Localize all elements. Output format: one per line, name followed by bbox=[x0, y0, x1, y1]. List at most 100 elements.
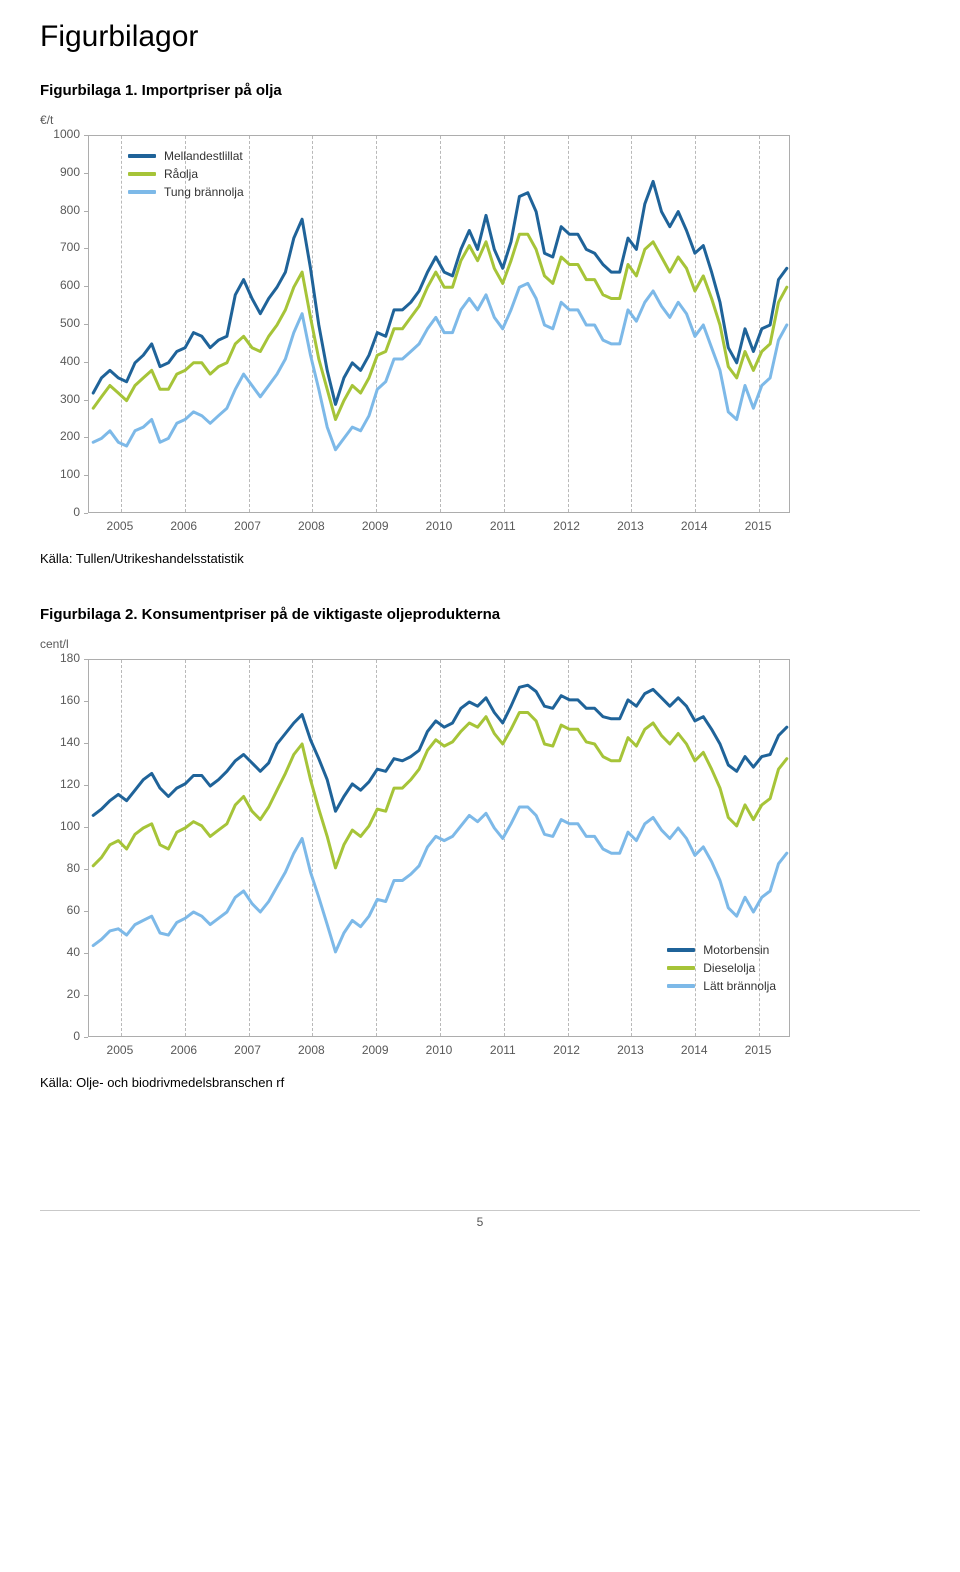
y-tick-label: 300 bbox=[40, 392, 80, 406]
y-tick bbox=[84, 286, 88, 287]
y-tick bbox=[84, 911, 88, 912]
figure1-chart: €/t 0 100 200 300 400 500 600 700 800 900 1000 2005 2… bbox=[40, 111, 800, 541]
legend-swatch bbox=[667, 966, 695, 970]
y-tick-label: 40 bbox=[40, 945, 80, 959]
y-tick bbox=[84, 248, 88, 249]
y-tick bbox=[84, 475, 88, 476]
legend: Motorbensin Dieselolja Lätt brännolja bbox=[667, 939, 776, 997]
x-tick-label: 2012 bbox=[543, 519, 591, 533]
y-tick-label: 20 bbox=[40, 987, 80, 1001]
legend-item: Råolja bbox=[128, 167, 244, 181]
x-tick-label: 2007 bbox=[224, 519, 272, 533]
legend-swatch bbox=[128, 154, 156, 158]
legend-item: Lätt brännolja bbox=[667, 979, 776, 993]
x-tick-label: 2014 bbox=[670, 1043, 718, 1057]
x-tick-label: 2006 bbox=[160, 1043, 208, 1057]
y-tick bbox=[84, 513, 88, 514]
y-tick bbox=[84, 701, 88, 702]
y-tick-label: 600 bbox=[40, 278, 80, 292]
series-line bbox=[93, 283, 787, 449]
y-tick bbox=[84, 135, 88, 136]
y-tick bbox=[84, 324, 88, 325]
y-tick-label: 80 bbox=[40, 861, 80, 875]
legend-label: Mellandestlillat bbox=[164, 149, 243, 163]
x-tick-label: 2009 bbox=[351, 1043, 399, 1057]
series-line bbox=[93, 685, 787, 815]
y-tick-label: 700 bbox=[40, 240, 80, 254]
y-tick bbox=[84, 362, 88, 363]
x-tick-label: 2009 bbox=[351, 519, 399, 533]
legend-label: Lätt brännolja bbox=[703, 979, 776, 993]
footer-divider bbox=[40, 1210, 920, 1211]
y-tick-label: 0 bbox=[40, 1029, 80, 1043]
x-tick-label: 2007 bbox=[224, 1043, 272, 1057]
legend-label: Tung brännolja bbox=[164, 185, 244, 199]
series-line bbox=[93, 181, 787, 404]
x-tick-label: 2005 bbox=[96, 519, 144, 533]
y-tick-label: 400 bbox=[40, 354, 80, 368]
y-tick-label: 800 bbox=[40, 203, 80, 217]
x-tick-label: 2012 bbox=[543, 1043, 591, 1057]
y-axis-unit: cent/l bbox=[40, 637, 86, 651]
legend-item: Motorbensin bbox=[667, 943, 776, 957]
x-tick-label: 2008 bbox=[287, 519, 335, 533]
figure2-heading: Figurbilaga 2. Konsumentpriser på de vik… bbox=[40, 606, 920, 623]
legend-item: Tung brännolja bbox=[128, 185, 244, 199]
y-tick-label: 200 bbox=[40, 429, 80, 443]
y-tick-label: 180 bbox=[40, 651, 80, 665]
y-tick-label: 60 bbox=[40, 903, 80, 917]
y-tick bbox=[84, 953, 88, 954]
y-tick bbox=[84, 743, 88, 744]
legend-swatch bbox=[667, 948, 695, 952]
legend-swatch bbox=[128, 172, 156, 176]
figure2-chart: cent/l 0 20 40 60 80 100 120 140 160 180 2005 2006 20… bbox=[40, 635, 800, 1065]
y-tick bbox=[84, 869, 88, 870]
y-tick bbox=[84, 400, 88, 401]
legend-item: Mellandestlillat bbox=[128, 149, 244, 163]
x-tick-label: 2006 bbox=[160, 519, 208, 533]
y-tick-label: 900 bbox=[40, 165, 80, 179]
x-tick-label: 2015 bbox=[734, 1043, 782, 1057]
main-heading: Figurbilagor bbox=[40, 20, 920, 54]
y-tick bbox=[84, 785, 88, 786]
legend-label: Motorbensin bbox=[703, 943, 769, 957]
series-line bbox=[93, 713, 787, 868]
y-tick bbox=[84, 659, 88, 660]
y-tick bbox=[84, 995, 88, 996]
y-tick-label: 120 bbox=[40, 777, 80, 791]
x-tick-label: 2005 bbox=[96, 1043, 144, 1057]
series-line bbox=[93, 807, 787, 952]
x-tick-label: 2014 bbox=[670, 519, 718, 533]
legend: Mellandestlillat Råolja Tung brännolja bbox=[128, 145, 244, 203]
y-tick bbox=[84, 173, 88, 174]
y-tick bbox=[84, 437, 88, 438]
figure1-heading: Figurbilaga 1. Importpriser på olja bbox=[40, 82, 920, 99]
y-tick bbox=[84, 211, 88, 212]
x-tick-label: 2013 bbox=[606, 519, 654, 533]
y-tick-label: 1000 bbox=[40, 127, 80, 141]
legend-swatch bbox=[128, 190, 156, 194]
x-tick-label: 2010 bbox=[415, 519, 463, 533]
y-tick-label: 160 bbox=[40, 693, 80, 707]
x-tick-label: 2008 bbox=[287, 1043, 335, 1057]
y-tick bbox=[84, 827, 88, 828]
page-number: 5 bbox=[40, 1215, 920, 1229]
x-tick-label: 2015 bbox=[734, 519, 782, 533]
y-tick-label: 140 bbox=[40, 735, 80, 749]
y-tick-label: 100 bbox=[40, 819, 80, 833]
y-tick-label: 100 bbox=[40, 467, 80, 481]
x-tick-label: 2011 bbox=[479, 519, 527, 533]
y-tick-label: 0 bbox=[40, 505, 80, 519]
x-tick-label: 2011 bbox=[479, 1043, 527, 1057]
y-tick bbox=[84, 1037, 88, 1038]
figure2-source: Källa: Olje- och biodrivmedelsbranschen … bbox=[40, 1075, 920, 1090]
legend-item: Dieselolja bbox=[667, 961, 776, 975]
figure1-source: Källa: Tullen/Utrikeshandelsstatistik bbox=[40, 551, 920, 566]
x-tick-label: 2013 bbox=[606, 1043, 654, 1057]
y-tick-label: 500 bbox=[40, 316, 80, 330]
legend-swatch bbox=[667, 984, 695, 988]
legend-label: Dieselolja bbox=[703, 961, 755, 975]
y-axis-unit: €/t bbox=[40, 113, 86, 127]
page: Figurbilagor Figurbilaga 1. Importpriser… bbox=[0, 0, 960, 1269]
x-tick-label: 2010 bbox=[415, 1043, 463, 1057]
